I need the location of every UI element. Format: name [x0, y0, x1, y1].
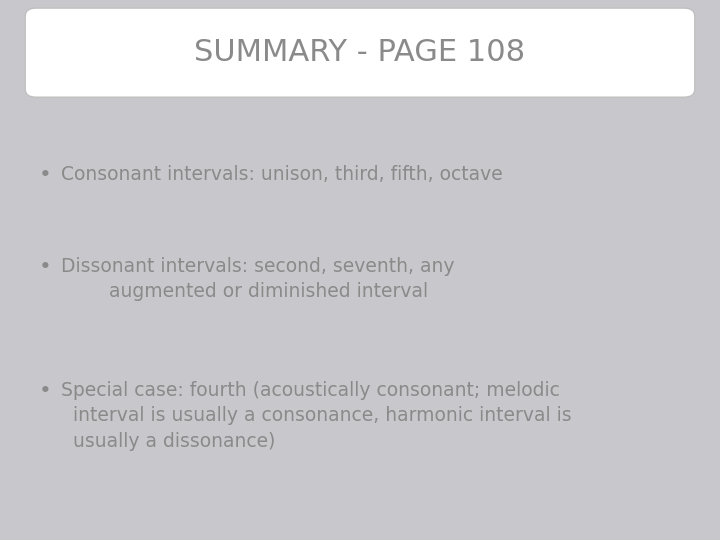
Text: SUMMARY - PAGE 108: SUMMARY - PAGE 108 [194, 38, 526, 67]
Text: Dissonant intervals: second, seventh, any
        augmented or diminished interv: Dissonant intervals: second, seventh, an… [61, 256, 455, 301]
Text: Special case: fourth (acoustically consonant; melodic
  interval is usually a co: Special case: fourth (acoustically conso… [61, 381, 572, 451]
Text: •: • [38, 381, 51, 401]
Text: Consonant intervals: unison, third, fifth, octave: Consonant intervals: unison, third, fift… [61, 165, 503, 184]
Text: •: • [38, 256, 51, 276]
Text: •: • [38, 165, 51, 185]
FancyBboxPatch shape [25, 8, 695, 97]
